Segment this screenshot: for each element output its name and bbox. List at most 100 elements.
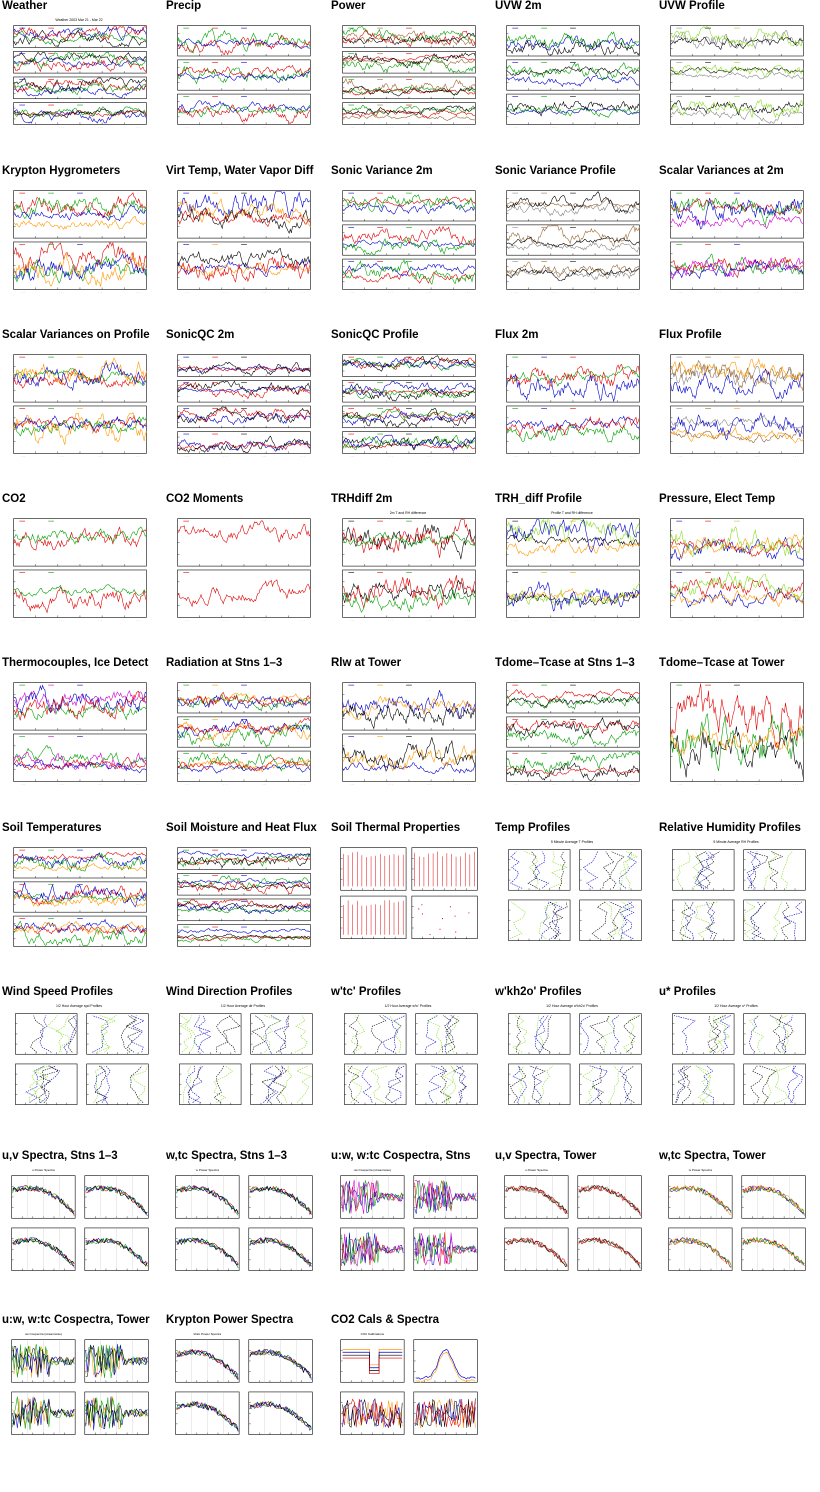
- plot-thumbnail[interactable]: 2m T and RH difference · · · · · · · · · · ·…: [331, 509, 485, 629]
- plot-cell[interactable]: Thermocouples, Ice Detect · · · · · · · · ·…: [0, 657, 160, 817]
- plot-cell[interactable]: TRHdiff 2m 2m T and RH difference · · · · ·…: [329, 493, 489, 653]
- plot-cell[interactable]: Soil Moisture and Heat Flux · · · · · · · ·…: [164, 822, 324, 982]
- plot-thumbnail[interactable]: [331, 838, 485, 958]
- plot-cell[interactable]: w'kh2o' Profiles 1/2 Hour Average w'kh2o'…: [493, 986, 653, 1146]
- plot-title-link[interactable]: Krypton Power Spectra: [166, 1314, 294, 1326]
- plot-title-link[interactable]: TRH_diff Profile: [495, 493, 582, 505]
- plot-cell[interactable]: UVW Profile · · · · · · · · · · · ·: [657, 0, 817, 160]
- plot-title-link[interactable]: u:w, w:tc Cospectra, Stns: [331, 1150, 471, 1162]
- plot-cell[interactable]: TRH_diff Profile Profile T and RH differe…: [493, 493, 653, 653]
- plot-thumbnail[interactable]: · · · · · · · · · · · ·: [331, 16, 485, 136]
- plot-thumbnail[interactable]: · · · · · · · · · · · ·: [331, 345, 485, 465]
- plot-thumbnail[interactable]: 1/2 Hour Average u* Profiles: [659, 1002, 813, 1122]
- plot-title-link[interactable]: Wind Speed Profiles: [2, 986, 114, 998]
- plot-cell[interactable]: Sonic Variance 2m · · · · · · · · · · · ·: [329, 165, 489, 325]
- plot-cell[interactable]: Weather Weather 2003 Mar 21 - Mar 22 · · ·…: [0, 0, 160, 160]
- plot-thumbnail[interactable]: CO2 Calibrations: [331, 1330, 485, 1450]
- plot-title-link[interactable]: TRHdiff 2m: [331, 493, 393, 505]
- plot-cell[interactable]: Sonic Variance Profile · · · · · · · · · · ·…: [493, 165, 653, 325]
- plot-thumbnail[interactable]: uw Cospectra (streamwise): [331, 1166, 485, 1286]
- plot-title-link[interactable]: Scalar Variances at 2m: [659, 165, 784, 177]
- plot-cell[interactable]: Krypton Hygrometers · · · · · · · · · · · ·: [0, 165, 160, 325]
- plot-cell[interactable]: Relative Humidity Profiles 5 Minute Avera…: [657, 822, 817, 982]
- plot-title-link[interactable]: CO2 Moments: [166, 493, 244, 505]
- plot-cell[interactable]: Power · · · · · · · · · · · ·: [329, 0, 489, 160]
- plot-cell[interactable]: CO2 · · · · · · · · · · · ·: [0, 493, 160, 653]
- plot-cell[interactable]: CO2 Cals & Spectra CO2 Calibrations: [329, 1314, 489, 1474]
- plot-title-link[interactable]: Soil Temperatures: [2, 822, 102, 834]
- plot-thumbnail[interactable]: 1/2 Hour Average dir Profiles: [166, 1002, 320, 1122]
- plot-cell[interactable]: w'tc' Profiles 1/2 Hour Average w'tc' Pro…: [329, 986, 489, 1146]
- plot-title-link[interactable]: Precip: [166, 0, 202, 12]
- plot-cell[interactable]: Flux Profile · · · · · · · · · · · ·: [657, 329, 817, 489]
- plot-title-link[interactable]: w'kh2o' Profiles: [495, 986, 582, 998]
- plot-title-link[interactable]: Virt Temp, Water Vapor Diff: [166, 165, 314, 177]
- plot-title-link[interactable]: Krypton Hygrometers: [2, 165, 121, 177]
- plot-title-link[interactable]: Pressure, Elect Temp: [659, 493, 776, 505]
- plot-title-link[interactable]: u,v Spectra, Tower: [495, 1150, 597, 1162]
- plot-title-link[interactable]: Soil Moisture and Heat Flux: [166, 822, 317, 834]
- plot-cell[interactable]: Tdome–Tcase at Tower · · · · · · · · · · · ·: [657, 657, 817, 817]
- plot-title-link[interactable]: Flux Profile: [659, 329, 722, 341]
- plot-title-link[interactable]: SonicQC Profile: [331, 329, 419, 341]
- plot-cell[interactable]: Precip · · · · · · · · · · · ·: [164, 0, 324, 160]
- plot-title-link[interactable]: Temp Profiles: [495, 822, 571, 834]
- plot-thumbnail[interactable]: · · · · · · · · · · · ·: [2, 181, 156, 301]
- plot-title-link[interactable]: w,tc Spectra, Tower: [659, 1150, 766, 1162]
- plot-cell[interactable]: Scalar Variances on Profile · · · · · · · ·…: [0, 329, 160, 489]
- plot-cell[interactable]: Tdome–Tcase at Stns 1–3 · · · · · · · · · · …: [493, 657, 653, 817]
- plot-thumbnail[interactable]: 1/2 Hour Average w'tc' Profiles: [331, 1002, 485, 1122]
- plot-cell[interactable]: Soil Temperatures · · · · · · · · · · · ·: [0, 822, 160, 982]
- plot-cell[interactable]: w,tc Spectra, Tower w Power Spectra: [657, 1150, 817, 1310]
- plot-title-link[interactable]: Radiation at Stns 1–3: [166, 657, 283, 669]
- plot-title-link[interactable]: u* Profiles: [659, 986, 716, 998]
- plot-thumbnail[interactable]: u Power Spectra: [495, 1166, 649, 1286]
- plot-thumbnail[interactable]: · · · · · · · · · · · ·: [166, 181, 320, 301]
- plot-thumbnail[interactable]: Weather 2003 Mar 21 - Mar 22 · · · · · · · …: [2, 16, 156, 136]
- plot-cell[interactable]: Scalar Variances at 2m · · · · · · · · · · ·…: [657, 165, 817, 325]
- plot-title-link[interactable]: CO2 Cals & Spectra: [331, 1314, 440, 1326]
- plot-cell[interactable]: u:w, w:tc Cospectra, Tower uw Cospectra (…: [0, 1314, 160, 1474]
- plot-cell[interactable]: SonicQC 2m · · · · · · · · · · · ·: [164, 329, 324, 489]
- plot-thumbnail[interactable]: · · · · · · · · · · · ·: [495, 345, 649, 465]
- plot-cell[interactable]: SonicQC Profile · · · · · · · · · · · ·: [329, 329, 489, 489]
- plot-cell[interactable]: Rlw at Tower · · · · · · · · · · · ·: [329, 657, 489, 817]
- plot-thumbnail[interactable]: kh2o Power Spectra: [166, 1330, 320, 1450]
- plot-thumbnail[interactable]: · · · · · · · · · · · ·: [2, 345, 156, 465]
- plot-thumbnail[interactable]: · · · · · · · · · · · ·: [659, 16, 813, 136]
- plot-thumbnail[interactable]: · · · · · · · · · · · ·: [331, 181, 485, 301]
- plot-title-link[interactable]: Thermocouples, Ice Detect: [2, 657, 149, 669]
- plot-thumbnail[interactable]: · · · · · · · · · · · ·: [495, 16, 649, 136]
- plot-thumbnail[interactable]: · · · · · · · · · · · ·: [2, 673, 156, 793]
- plot-title-link[interactable]: u,v Spectra, Stns 1–3: [2, 1150, 118, 1162]
- plot-cell[interactable]: u* Profiles 1/2 Hour Average u* Profiles: [657, 986, 817, 1146]
- plot-cell[interactable]: u:w, w:tc Cospectra, Stns uw Cospectra (s…: [329, 1150, 489, 1310]
- plot-cell[interactable]: Soil Thermal Properties: [329, 822, 489, 982]
- plot-thumbnail[interactable]: · · · · · · · · · · · ·: [166, 509, 320, 629]
- plot-thumbnail[interactable]: · · · · · · · · · · · ·: [659, 673, 813, 793]
- plot-thumbnail[interactable]: · · · · · · · · · · · ·: [659, 181, 813, 301]
- plot-thumbnail[interactable]: · · · · · · · · · · · ·: [166, 345, 320, 465]
- plot-cell[interactable]: w,tc Spectra, Stns 1–3 w Power Spectra: [164, 1150, 324, 1310]
- plot-title-link[interactable]: Sonic Variance 2m: [331, 165, 433, 177]
- plot-title-link[interactable]: u:w, w:tc Cospectra, Tower: [2, 1314, 150, 1326]
- plot-cell[interactable]: CO2 Moments · · · · · · · · · · · ·: [164, 493, 324, 653]
- plot-title-link[interactable]: Relative Humidity Profiles: [659, 822, 801, 834]
- plot-title-link[interactable]: Tdome–Tcase at Stns 1–3: [495, 657, 635, 669]
- plot-cell[interactable]: Virt Temp, Water Vapor Diff · · · · · · · ·…: [164, 165, 324, 325]
- plot-cell[interactable]: u,v Spectra, Tower u Power Spectra: [493, 1150, 653, 1310]
- plot-thumbnail[interactable]: 1/2 Hour Average w'kh2o' Profiles: [495, 1002, 649, 1122]
- plot-title-link[interactable]: UVW Profile: [659, 0, 725, 12]
- plot-title-link[interactable]: Sonic Variance Profile: [495, 165, 616, 177]
- plot-title-link[interactable]: CO2: [2, 493, 26, 505]
- plot-thumbnail[interactable]: · · · · · · · · · · · ·: [331, 673, 485, 793]
- plot-cell[interactable]: Temp Profiles 5 Minute Average T Profiles: [493, 822, 653, 982]
- plot-title-link[interactable]: Power: [331, 0, 366, 12]
- plot-title-link[interactable]: Scalar Variances on Profile: [2, 329, 150, 341]
- plot-thumbnail[interactable]: · · · · · · · · · · · ·: [2, 509, 156, 629]
- plot-thumbnail[interactable]: · · · · · · · · · · · ·: [166, 838, 320, 958]
- plot-title-link[interactable]: SonicQC 2m: [166, 329, 235, 341]
- plot-thumbnail[interactable]: · · · · · · · · · · · ·: [2, 838, 156, 958]
- plot-title-link[interactable]: w'tc' Profiles: [331, 986, 402, 998]
- plot-cell[interactable]: Wind Speed Profiles 1/2 Hour Average spd …: [0, 986, 160, 1146]
